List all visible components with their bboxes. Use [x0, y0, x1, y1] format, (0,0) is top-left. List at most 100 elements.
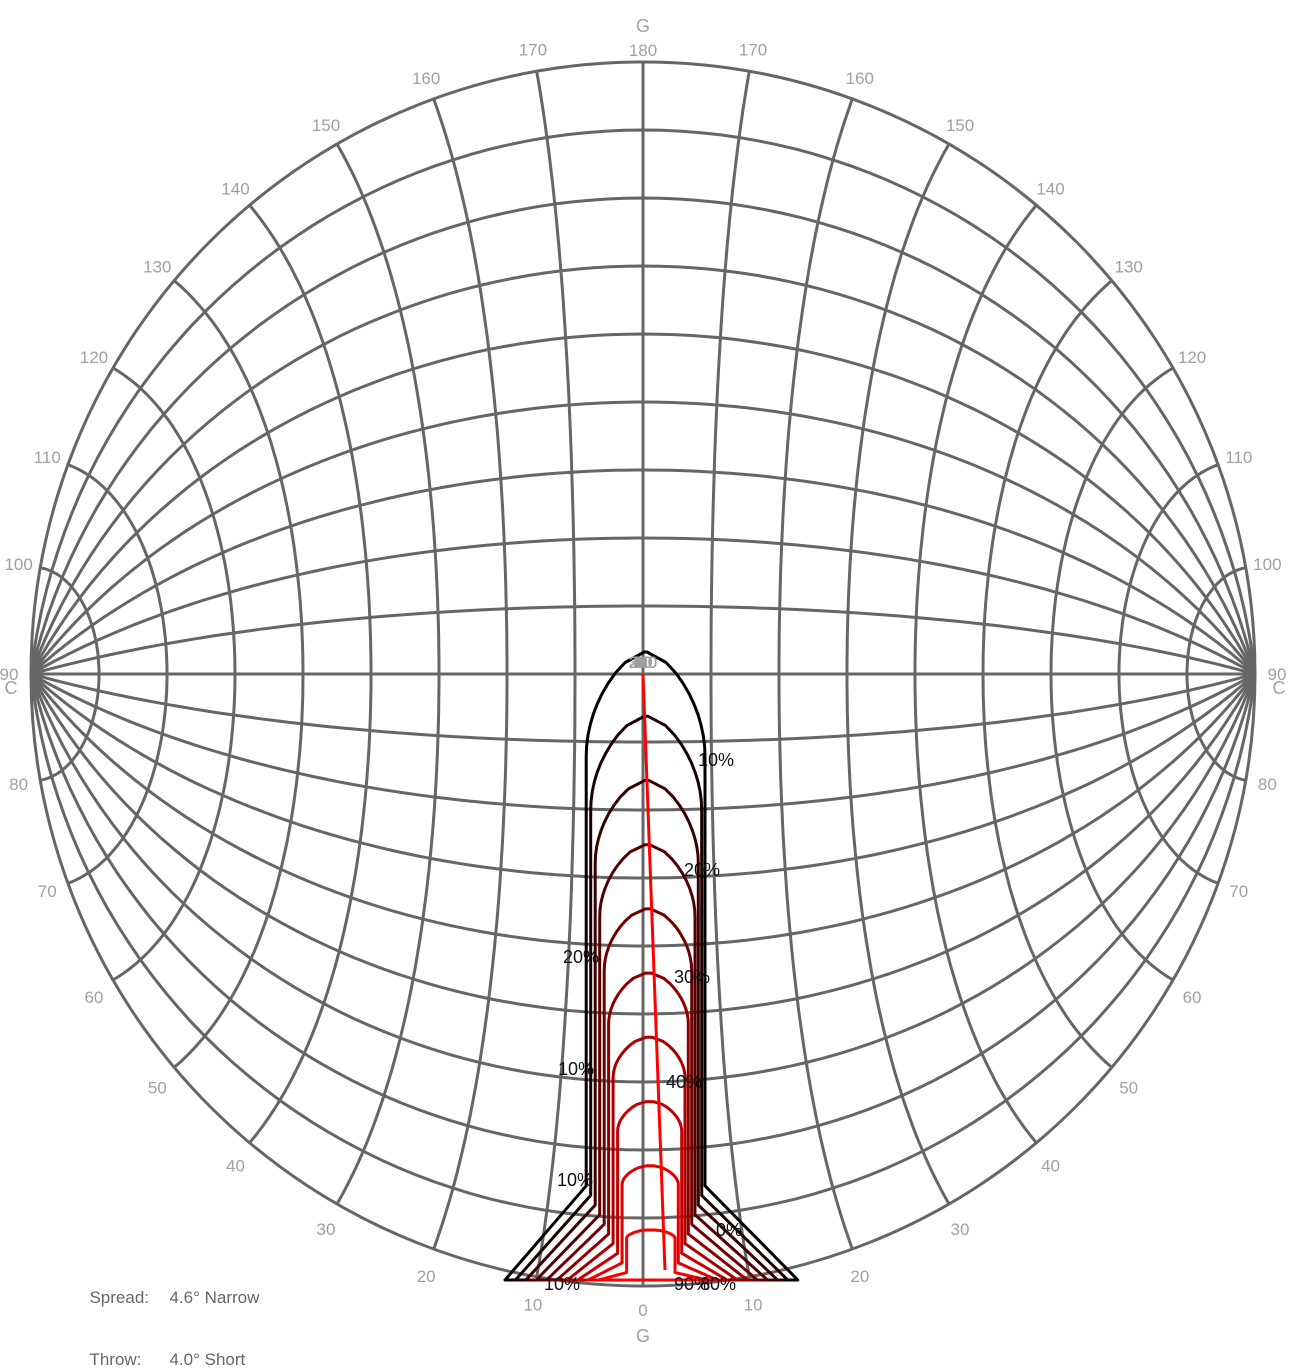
gamma-tick-label: 10 [523, 1295, 542, 1314]
gamma-tick-label: 180 [629, 41, 657, 60]
gamma-tick-label: 140 [1036, 179, 1064, 198]
gamma-tick-label: 30 [317, 1220, 336, 1239]
gamma-tick-label: 60 [84, 988, 103, 1007]
c-tick-label: 20 [634, 653, 653, 672]
gamma-grid-line [777, 98, 854, 1250]
gamma-tick-label: 160 [846, 69, 874, 88]
gamma-tick-label: 100 [4, 555, 32, 574]
c-tick-label: 90 [634, 653, 653, 672]
contour-labels: 10% 20% 20% 30% 10% 40% 10% 0% 10% 90%80% [544, 750, 742, 1294]
gamma-tick-label: 40 [1041, 1157, 1060, 1176]
contour-line [597, 1228, 709, 1282]
contour-label: 20% [684, 860, 720, 880]
c-axis-left-letter: C [5, 678, 18, 698]
c-tick-label: 340 [629, 653, 657, 672]
gamma-grid-line [981, 279, 1113, 1069]
gamma-tick-label: 120 [80, 348, 108, 367]
peak-ray [641, 673, 667, 1271]
gamma-tick-label: 60 [1183, 988, 1202, 1007]
gamma-tick-label: 70 [1229, 882, 1248, 901]
gamma-tick-label: 110 [1225, 448, 1252, 467]
throw-label: Throw: [89, 1350, 142, 1369]
gamma-tick-label: 170 [739, 41, 767, 60]
c-tick-label: 300 [629, 653, 657, 672]
c-tick-label: 60 [634, 653, 653, 672]
gamma-grid-line [913, 204, 1038, 1144]
contour-label: 20% [563, 947, 599, 967]
gamma-tick-label: 10 [744, 1295, 763, 1314]
c-tick-label: 320 [629, 653, 657, 672]
gamma-grid-line [1117, 463, 1219, 885]
c-tick-label: 70 [634, 653, 653, 672]
c-tick-label: 330 [629, 653, 657, 672]
chart-grid [29, 60, 1257, 1288]
gamma-tick-label: 80 [9, 775, 28, 794]
gamma-tick-label: 40 [226, 1157, 245, 1176]
gamma-tick-label: 170 [519, 41, 547, 60]
gamma-grid-line [248, 204, 373, 1144]
gamma-tick-label: 90 [1268, 665, 1287, 684]
contour-line [545, 907, 759, 1282]
throw-value: 4.0° Short [169, 1350, 246, 1369]
gamma-tick-label: 120 [1178, 348, 1206, 367]
contour-line [534, 843, 769, 1282]
spread-info: Spread: 4.6° Narrow [80, 1268, 259, 1308]
c-tick-label: 280 [629, 653, 657, 672]
gamma-grid-line [845, 143, 951, 1205]
c-tick-label: 310 [629, 653, 657, 672]
contour-label: 10% [544, 1274, 580, 1294]
gamma-tick-label: 90 [0, 665, 18, 684]
c-tick-label: 0 [638, 653, 647, 672]
c-tick-label: 50 [634, 653, 653, 672]
c-tick-label: 80 [634, 653, 653, 672]
gamma-tick-label: 80 [1258, 775, 1277, 794]
gamma-grid-line [1049, 366, 1174, 982]
gamma-tick-label: 160 [412, 69, 440, 88]
c-tick-label: 270 [629, 653, 657, 672]
gamma-grid-line [39, 566, 101, 782]
gamma-tick-label: 130 [1114, 257, 1142, 276]
contour-line [576, 1100, 729, 1282]
contour-line [524, 778, 780, 1282]
contour-line [503, 650, 800, 1282]
gamma-tick-label: 140 [221, 179, 249, 198]
contour-label: 0% [716, 1220, 742, 1240]
contour-label: 80% [700, 1274, 736, 1294]
gamma-grid-line [1185, 566, 1247, 782]
gamma-tick-label: 50 [1119, 1079, 1138, 1098]
gamma-tick-label: 150 [946, 116, 974, 135]
contour-label: 10% [557, 1170, 593, 1190]
gamma-tick-label: 130 [143, 257, 171, 276]
gamma-tick-label: 30 [951, 1220, 970, 1239]
gamma-tick-label: 20 [850, 1267, 869, 1286]
gamma-tick-label: 100 [1253, 555, 1281, 574]
contour-line [513, 714, 790, 1282]
contour-label: 40% [666, 1072, 702, 1092]
gamma-tick-label: 0 [638, 1301, 647, 1320]
g-axis-bottom-letter: G [636, 1326, 650, 1344]
gamma-grid-line [432, 98, 509, 1250]
contour-label: 10% [698, 750, 734, 770]
contour-line [586, 1164, 719, 1282]
gamma-grid-line [335, 143, 441, 1205]
contour-lines [503, 650, 800, 1282]
spread-value: 4.6° Narrow [169, 1288, 260, 1307]
c-tick-label: 30 [634, 653, 653, 672]
gamma-tick-label: 110 [34, 448, 61, 467]
contour-label: 90% [674, 1274, 710, 1294]
gamma-tick-label: 70 [38, 882, 57, 901]
contour-label: 30% [674, 967, 710, 987]
c-tick-label: 350 [629, 653, 657, 672]
contour-line [565, 1035, 739, 1282]
c-axis-right-letter: C [1273, 678, 1286, 698]
contour-line [555, 971, 749, 1282]
tick-labels: 0 101020203030404050506060707080809090100… [0, 16, 1286, 1344]
gamma-tick-label: 50 [148, 1079, 167, 1098]
gamma-grid-line [67, 463, 169, 885]
throw-info: Throw: 4.0° Short [80, 1330, 245, 1370]
c-tick-label: 290 [629, 653, 657, 672]
gamma-grid-line [173, 279, 305, 1069]
gamma-grid-line [112, 366, 237, 982]
gamma-grid-line [535, 71, 577, 1277]
